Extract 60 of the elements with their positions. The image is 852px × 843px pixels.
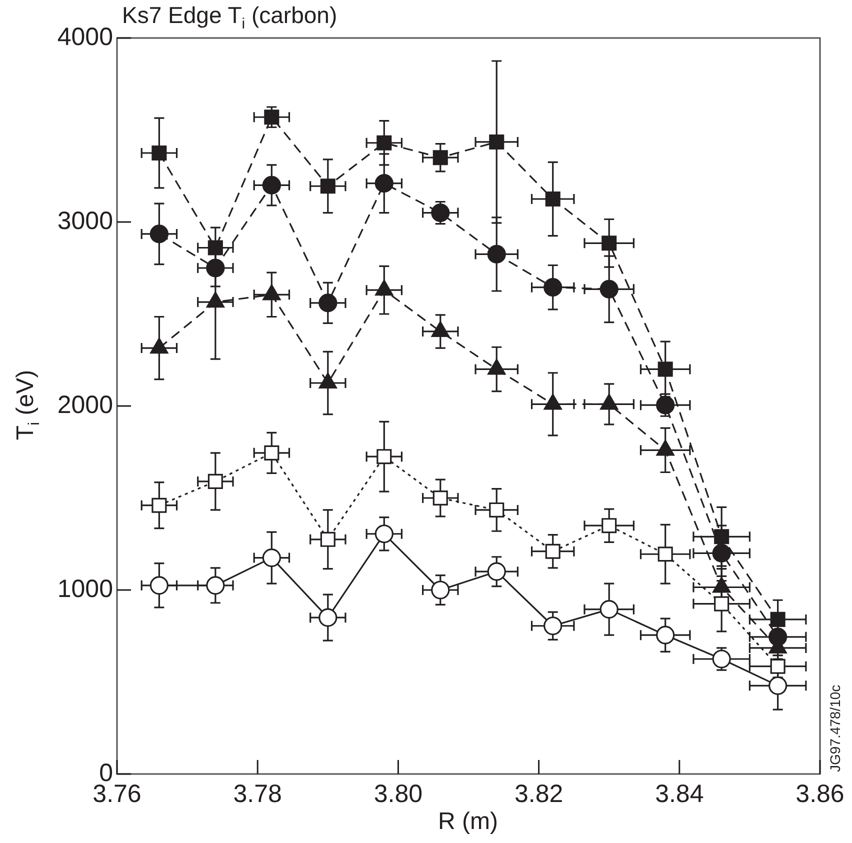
y-tick-label: 2000 xyxy=(57,390,113,419)
point xyxy=(374,174,394,193)
point xyxy=(600,600,618,619)
y-tick-label: 3000 xyxy=(57,206,113,235)
chart-title: Ks7 Edge T$_{i}$ (carbon) xyxy=(122,2,338,33)
point xyxy=(489,502,504,518)
point xyxy=(431,580,450,600)
point xyxy=(318,294,338,312)
point xyxy=(206,258,225,278)
point xyxy=(431,204,450,222)
point xyxy=(208,240,223,256)
point xyxy=(602,518,617,534)
point xyxy=(656,396,675,414)
point xyxy=(264,445,280,460)
y-tick-label: 1000 xyxy=(57,574,113,603)
x-tick-label: 3.82 xyxy=(514,780,564,808)
point xyxy=(768,676,788,695)
x-tick-label: 3.84 xyxy=(655,780,704,808)
point xyxy=(770,612,786,627)
point xyxy=(712,544,731,562)
point xyxy=(545,544,560,559)
point xyxy=(376,135,392,150)
point xyxy=(487,562,506,581)
point xyxy=(432,490,448,506)
point xyxy=(320,532,336,547)
point xyxy=(770,658,786,674)
point xyxy=(208,474,223,489)
point xyxy=(432,150,448,166)
point xyxy=(374,524,394,544)
point xyxy=(600,280,618,298)
point xyxy=(714,529,730,544)
point xyxy=(712,650,731,668)
point xyxy=(544,616,562,636)
point xyxy=(262,548,281,568)
point xyxy=(206,576,225,595)
x-axis-title: R (m) xyxy=(438,808,498,836)
point xyxy=(714,596,730,612)
point xyxy=(544,278,562,297)
point xyxy=(489,134,504,150)
x-tick-label: 3.86 xyxy=(796,780,844,808)
point xyxy=(656,626,675,644)
point xyxy=(320,178,336,194)
point xyxy=(152,145,167,161)
point xyxy=(150,224,168,244)
point xyxy=(264,110,280,125)
point xyxy=(602,236,617,251)
point xyxy=(150,576,168,595)
x-tick-label: 3.78 xyxy=(233,780,282,808)
point xyxy=(152,498,167,513)
point xyxy=(376,449,392,464)
point xyxy=(318,608,338,627)
point xyxy=(658,362,673,377)
point xyxy=(658,546,673,562)
y-tick-label: 4000 xyxy=(57,22,113,51)
point xyxy=(768,628,788,646)
point xyxy=(545,191,560,207)
point xyxy=(262,176,281,194)
text: JG97.478/10c xyxy=(826,684,843,772)
point xyxy=(487,244,506,264)
x-tick-label: 3.80 xyxy=(374,780,423,808)
